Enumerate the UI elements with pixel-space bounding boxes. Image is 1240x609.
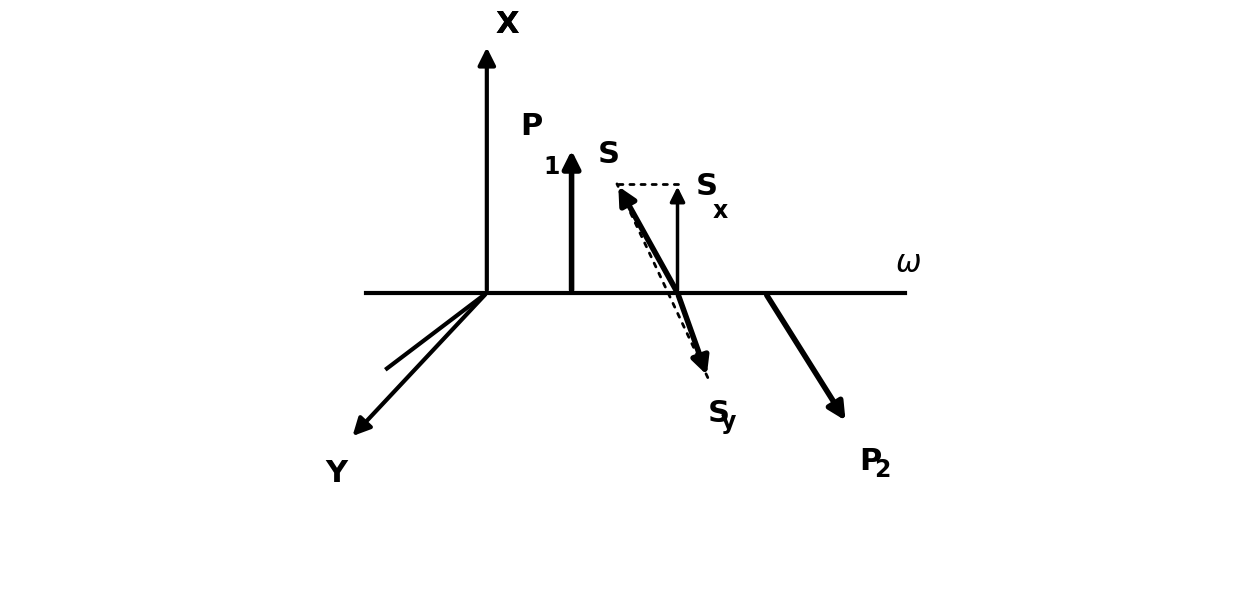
Text: P: P (521, 113, 543, 141)
Text: X: X (496, 10, 520, 38)
Text: $\omega$: $\omega$ (895, 248, 921, 278)
Text: P: P (859, 447, 882, 476)
Text: S: S (598, 139, 620, 169)
Text: S: S (708, 399, 730, 428)
Text: X: X (496, 10, 520, 38)
Text: S: S (696, 172, 718, 202)
Text: Y: Y (326, 459, 347, 488)
Text: x: x (713, 199, 728, 223)
Text: 2: 2 (874, 458, 890, 482)
Text: 1: 1 (543, 155, 560, 179)
Text: y: y (722, 410, 737, 434)
